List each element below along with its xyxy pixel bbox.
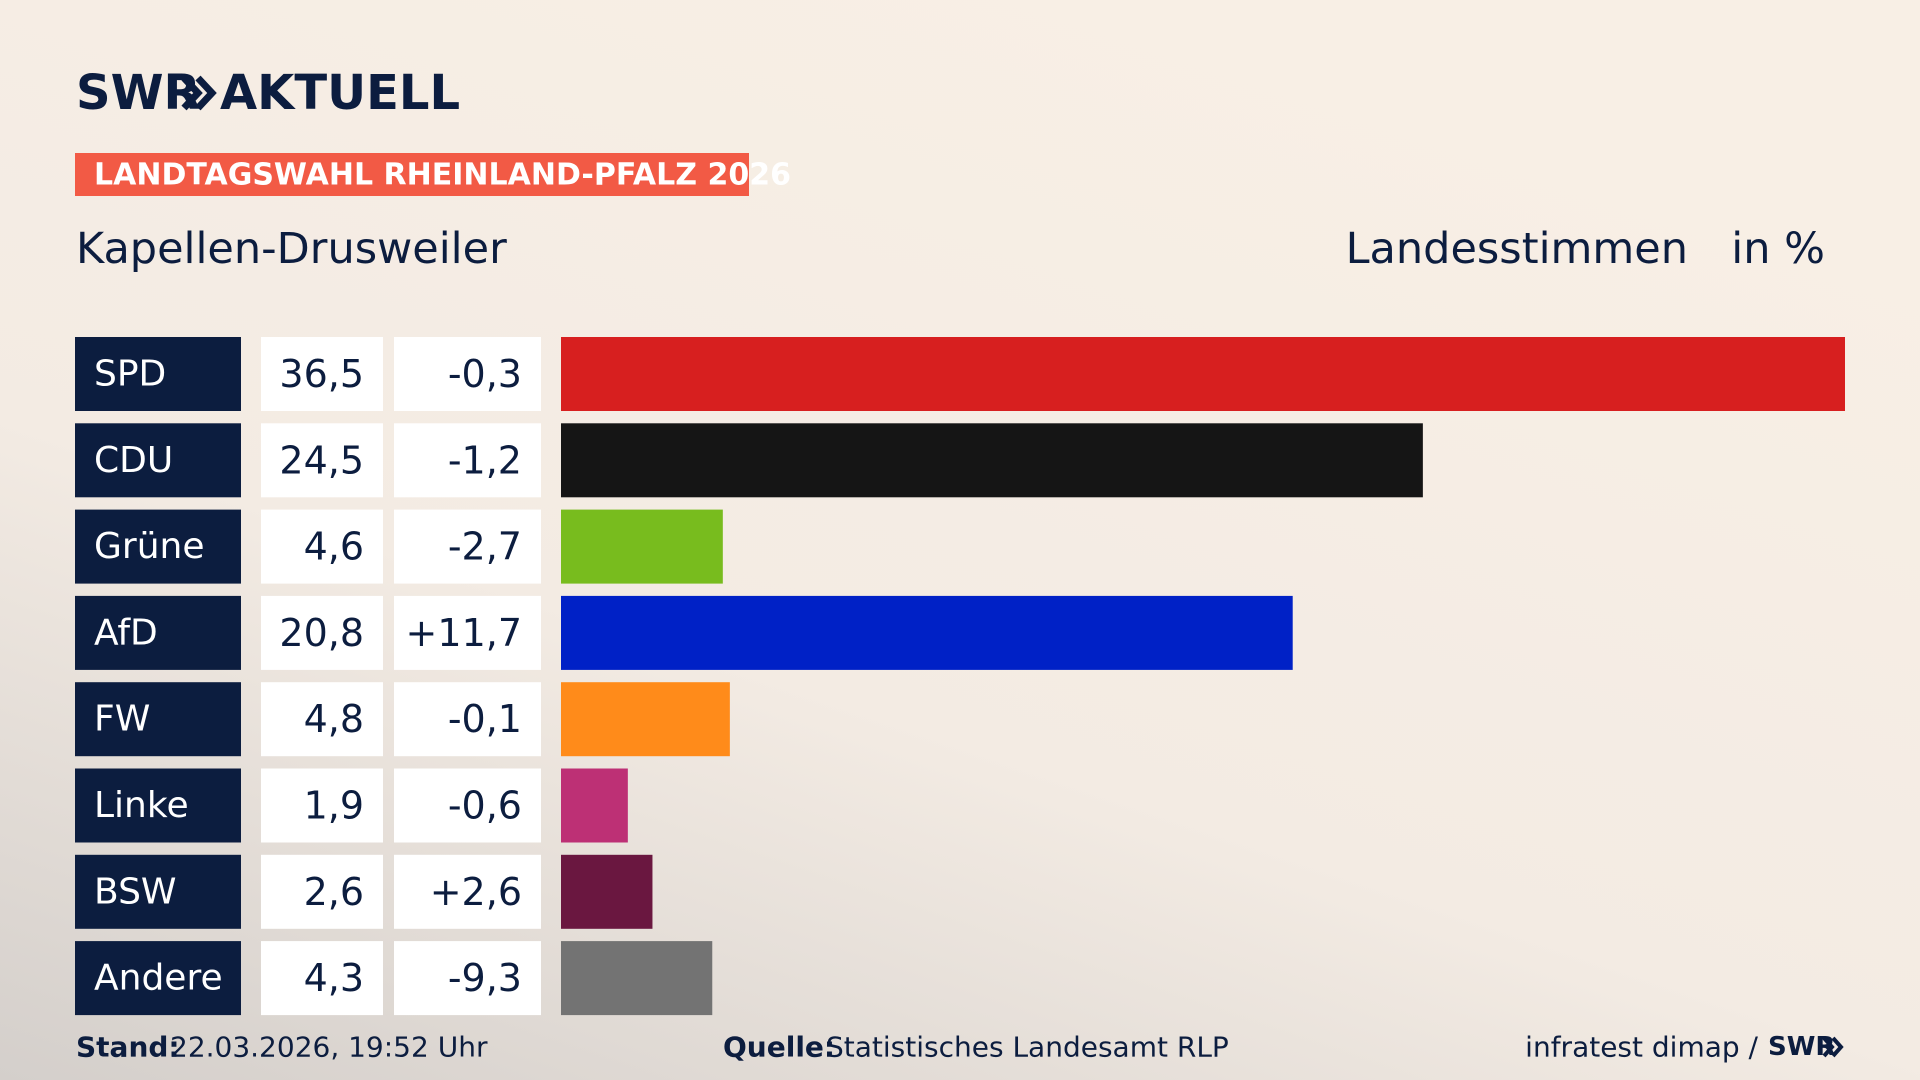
- party-label: BSW: [94, 871, 177, 912]
- party-label: Grüne: [94, 526, 204, 567]
- value-label: 4,6: [304, 525, 364, 569]
- party-box: [75, 423, 241, 498]
- bar: [561, 337, 1845, 411]
- tag: LANDTAGSWAHL RHEINLAND-PFALZ 2026: [94, 158, 791, 193]
- value-label: 1,9: [304, 784, 364, 828]
- source: Statistisches Landesamt RLP: [826, 1031, 1229, 1064]
- party-label: CDU: [94, 440, 173, 481]
- change-label: +2,6: [430, 870, 522, 914]
- measure: Landesstimmen: [1346, 224, 1688, 274]
- party-box: [75, 854, 241, 929]
- value-label: 24,5: [279, 438, 364, 482]
- credit-brand: SWR: [1768, 1032, 1835, 1062]
- value-box: [261, 854, 383, 929]
- stand: 22.03.2026, 19:52 Uhr: [170, 1031, 488, 1064]
- bar: [561, 854, 653, 929]
- value-box: [261, 423, 383, 498]
- change-box: [394, 768, 541, 843]
- bar: [561, 423, 1423, 498]
- party-box: [75, 595, 241, 670]
- change-label: +11,7: [406, 611, 522, 655]
- tag-box: [75, 153, 749, 196]
- change-box: [394, 854, 541, 929]
- bar: [561, 768, 628, 843]
- logo-chevrons: [181, 75, 217, 111]
- party-label: Linke: [94, 785, 189, 826]
- party-label: FW: [94, 699, 150, 740]
- bar: [561, 682, 730, 757]
- change-box: [394, 509, 541, 584]
- value-box: [261, 509, 383, 584]
- logo-name: AKTUELL: [220, 65, 460, 121]
- change-label: -2,7: [448, 525, 522, 569]
- party-label: AfD: [94, 612, 158, 653]
- change-label: -9,3: [448, 956, 522, 1000]
- change-box: [394, 941, 541, 1016]
- value-box: [261, 941, 383, 1016]
- credit: infratest dimap /: [1525, 1031, 1758, 1064]
- change-box: [394, 423, 541, 498]
- credit-chevrons: [1822, 1036, 1844, 1058]
- party-box: [75, 768, 241, 843]
- value-label: 36,5: [279, 352, 364, 396]
- value-label: 2,6: [304, 870, 364, 914]
- bar: [561, 941, 713, 1016]
- change-label: -0,6: [448, 784, 522, 828]
- chart-title: Kapellen-Drusweiler: [76, 224, 507, 274]
- value-label: 20,8: [279, 611, 364, 655]
- source-label: Quelle:: [723, 1031, 835, 1064]
- bar: [561, 595, 1293, 670]
- change-label: -0,3: [448, 352, 522, 396]
- value-label: 4,3: [304, 956, 364, 1000]
- change-box: [394, 595, 541, 670]
- party-box: [75, 682, 241, 757]
- change-label: -1,2: [448, 438, 522, 482]
- value-box: [261, 682, 383, 757]
- value-label: 4,8: [304, 697, 364, 741]
- party-box: [75, 509, 241, 584]
- unit: in %: [1731, 224, 1825, 274]
- change-box: [394, 337, 541, 411]
- change-label: -0,1: [448, 697, 522, 741]
- party-box: [75, 941, 241, 1016]
- value-box: [261, 595, 383, 670]
- party-box: [75, 337, 241, 411]
- bar: [561, 509, 723, 584]
- party-label: SPD: [94, 354, 166, 395]
- change-box: [394, 682, 541, 757]
- value-box: [261, 768, 383, 843]
- party-label: Andere: [94, 958, 223, 999]
- logo-brand: SWR: [76, 65, 200, 121]
- value-box: [261, 337, 383, 411]
- stand-label: Stand:: [76, 1031, 180, 1064]
